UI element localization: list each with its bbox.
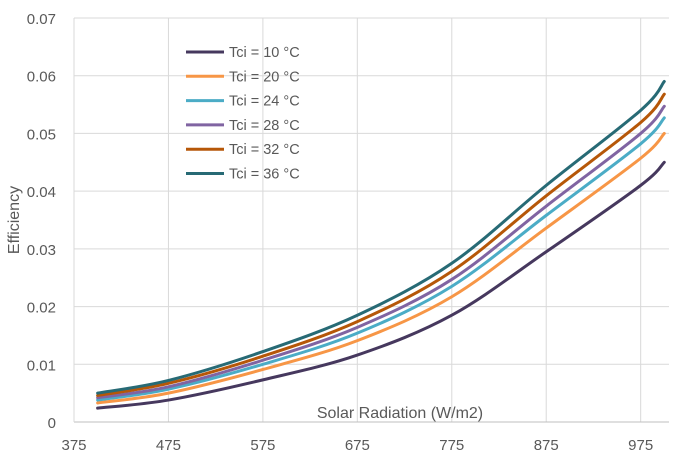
x-tick-label: 975 — [628, 437, 653, 454]
y-tick-label: 0.06 — [27, 69, 56, 86]
legend-label: Tci = 36 °C — [229, 167, 300, 183]
x-tick-label: 775 — [439, 437, 464, 454]
series-line — [96, 160, 666, 410]
y-tick-label: 0.05 — [27, 126, 56, 143]
legend-label: Tci = 24 °C — [229, 94, 300, 110]
gridlines — [73, 17, 669, 423]
y-axis-ticks: 0 0.01 0.02 0.03 0.04 0.05 0.06 0.07 — [27, 11, 56, 432]
x-tick-label: 575 — [250, 437, 275, 454]
y-tick-label: 0.04 — [27, 184, 56, 201]
x-tick-label: 375 — [61, 437, 86, 454]
series-line — [96, 79, 666, 395]
y-tick-label: 0.03 — [27, 242, 56, 259]
x-tick-label: 475 — [156, 437, 181, 454]
legend: Tci = 10 °C Tci = 20 °C Tci = 24 °C Tci = 2… — [186, 45, 300, 183]
y-tick-label: 0.01 — [27, 357, 56, 374]
x-tick-label: 875 — [534, 437, 559, 454]
series-line — [96, 92, 666, 397]
series-line — [96, 131, 666, 405]
x-axis-ticks: 375 475 575 675 775 875 975 — [61, 437, 653, 454]
y-axis-title: Efficiency — [6, 186, 23, 254]
legend-label: Tci = 20 °C — [229, 69, 300, 85]
legend-label: Tci = 32 °C — [229, 142, 300, 158]
x-axis-title: Solar Radiation (W/m2) — [317, 405, 483, 422]
legend-label: Tci = 28 °C — [229, 118, 300, 134]
series-line — [96, 116, 666, 402]
y-tick-label: 0.02 — [27, 300, 56, 317]
y-tick-label: 0.07 — [27, 11, 56, 28]
x-tick-label: 675 — [345, 437, 370, 454]
series-line — [96, 104, 666, 400]
y-tick-label: 0 — [48, 415, 56, 432]
series-lines — [96, 79, 666, 410]
legend-label: Tci = 10 °C — [229, 45, 300, 61]
